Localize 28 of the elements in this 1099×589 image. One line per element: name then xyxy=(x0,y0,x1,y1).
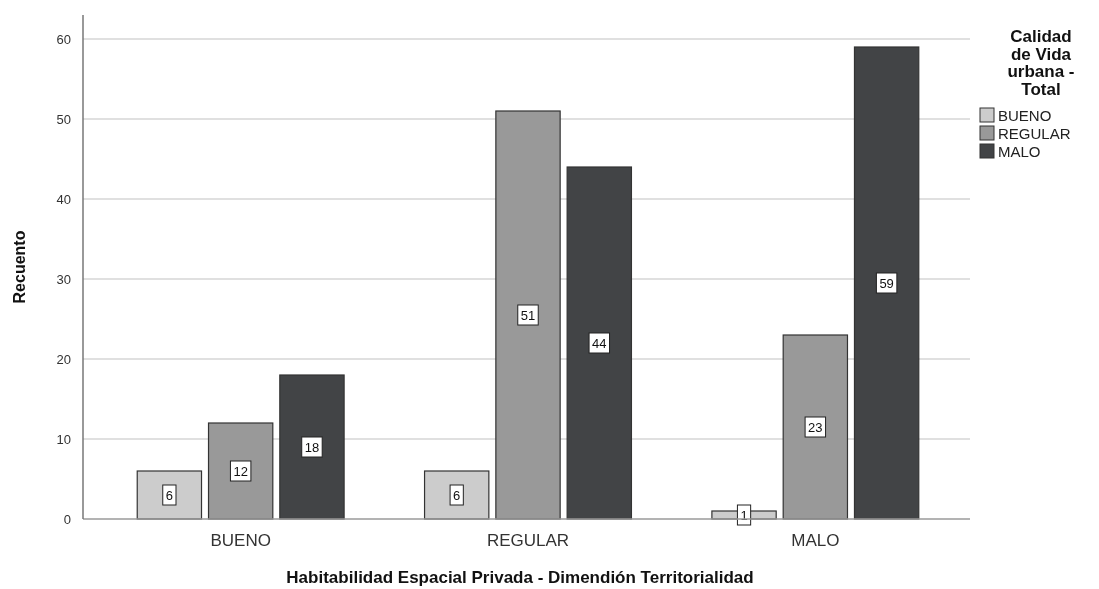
bar xyxy=(566,166,633,520)
bar xyxy=(279,374,345,520)
y-tick-label: 30 xyxy=(56,272,71,287)
data-label: 12 xyxy=(233,464,248,479)
bar xyxy=(853,46,920,520)
data-label: 1 xyxy=(740,508,748,523)
y-tick-label: 0 xyxy=(63,512,71,527)
y-axis-title: Recuento xyxy=(11,230,28,304)
x-tick-label: REGULAR xyxy=(486,531,570,550)
x-tick-label: BUENO xyxy=(210,531,271,550)
data-label: 59 xyxy=(879,276,894,291)
data-label: 44 xyxy=(592,336,607,351)
data-label: 18 xyxy=(304,440,320,455)
y-tick-label: 20 xyxy=(56,352,71,367)
legend-label: MALO xyxy=(998,143,1041,160)
data-label: 23 xyxy=(808,420,823,435)
y-tick-label: 10 xyxy=(56,432,71,447)
legend-label: REGULAR xyxy=(998,125,1071,142)
y-tick-label: 40 xyxy=(56,192,71,207)
data-label: 51 xyxy=(520,308,536,323)
y-tick-label: 60 xyxy=(56,32,71,47)
data-label: 6 xyxy=(165,488,173,503)
data-label: 6 xyxy=(453,488,461,503)
y-tick-label: 50 xyxy=(56,112,71,127)
x-tick-label: MALO xyxy=(791,531,840,550)
legend-title: Calidad de Vida urbana - Total xyxy=(1007,27,1075,99)
x-axis-title: Habitabilidad Espacial Privada - Dimendión Territorialidad xyxy=(286,568,754,587)
legend-label: BUENO xyxy=(998,107,1052,124)
